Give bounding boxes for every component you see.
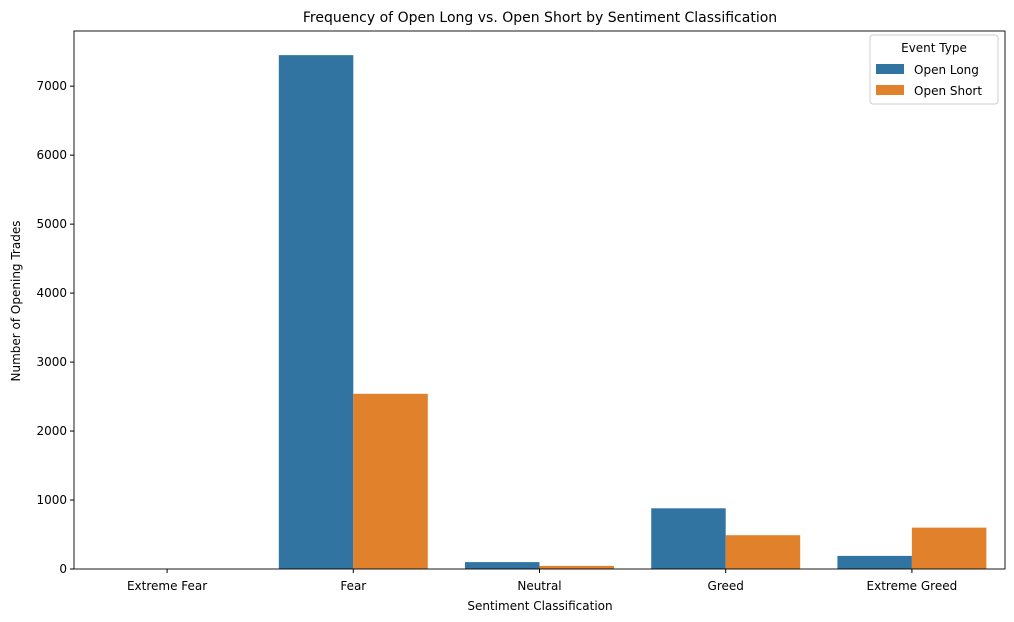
x-tick-label: Fear: [340, 579, 366, 593]
x-axis-label: Sentiment Classification: [467, 599, 612, 613]
legend-swatch-open-long: [876, 64, 904, 74]
y-tick-label: 2000: [36, 424, 67, 438]
bar-open-long-fear: [278, 55, 354, 569]
y-tick-label: 3000: [36, 355, 67, 369]
x-tick-label: Extreme Fear: [127, 579, 207, 593]
x-tick-label: Neutral: [517, 579, 561, 593]
x-tick-label: Extreme Greed: [867, 579, 958, 593]
bar-open-short-greed: [725, 535, 801, 569]
y-tick-label: 1000: [36, 493, 67, 507]
y-axis-label: Number of Opening Trades: [9, 221, 23, 382]
legend: Event Type Open Long Open Short: [869, 34, 999, 105]
legend-swatch-open-short: [876, 85, 904, 95]
plot-area: Extreme Fear Fear Neutral Greed Extreme Gree…: [36, 30, 1006, 593]
bar-open-long-extreme-greed: [837, 555, 912, 569]
y-tick-label: 5000: [36, 217, 67, 231]
y-tick-label: 7000: [36, 79, 67, 93]
chart-title: Frequency of Open Long vs. Open Short by…: [303, 10, 777, 26]
bar-open-long-neutral: [465, 562, 540, 569]
y-tick-label: 6000: [36, 148, 67, 162]
legend-label-open-short: Open Short: [914, 84, 982, 98]
bar-open-short-neutral: [539, 565, 614, 569]
bar-open-long-greed: [651, 508, 726, 569]
bar-open-short-fear: [353, 393, 428, 569]
y-tick-label: 4000: [36, 286, 67, 300]
y-tick-label: 0: [59, 562, 67, 576]
legend-label-open-long: Open Long: [914, 63, 979, 77]
x-tick-label: Greed: [708, 579, 744, 593]
legend-title: Event Type: [901, 41, 967, 55]
bar-open-short-extreme-greed: [911, 527, 987, 569]
plot-frame: [73, 30, 1006, 570]
